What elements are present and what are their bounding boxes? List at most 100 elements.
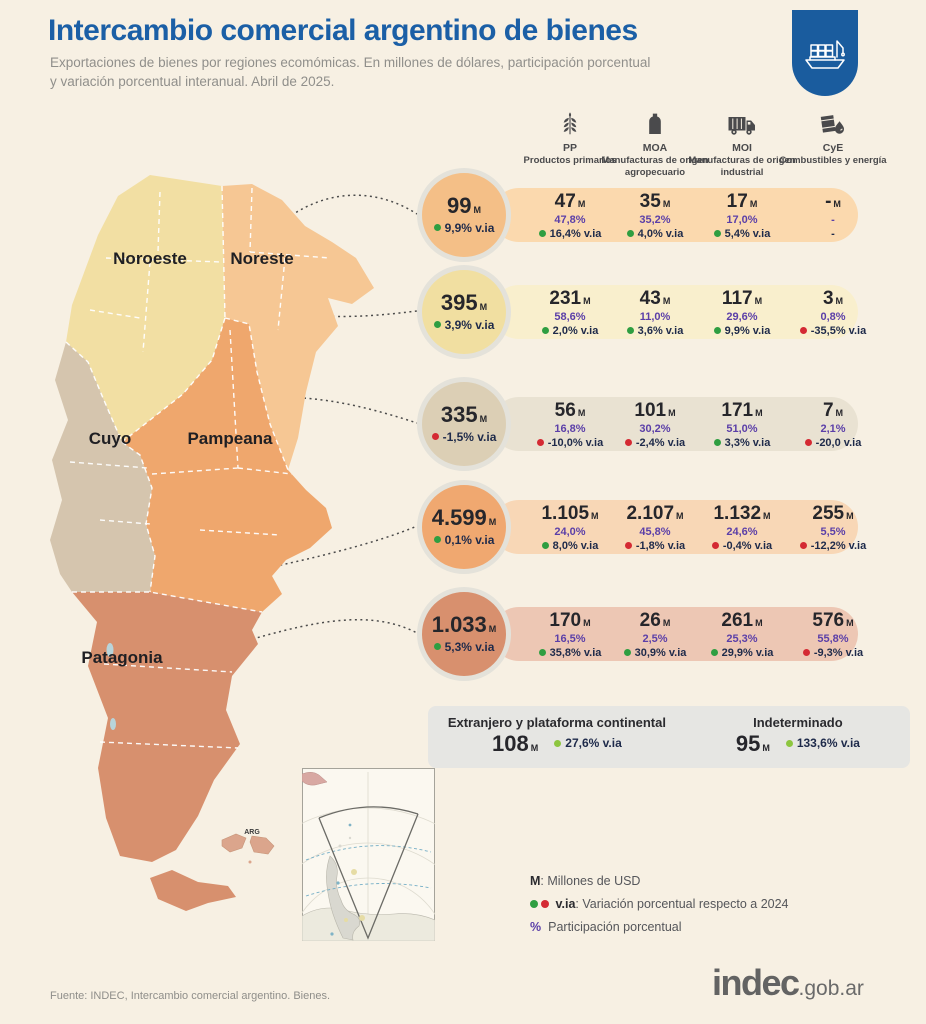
- trend-up-dot: [433, 643, 441, 651]
- column-header-cye: CyE Combustibles y energía: [778, 106, 888, 167]
- row-band: 47 M 47,8% 16,4% v.ia 35 M 35,2% 4,0% v.ia…: [492, 188, 858, 242]
- map-lake: [110, 718, 116, 730]
- cell-share: 35,2%: [639, 214, 671, 226]
- cell-moa: 35 M 35,2% 4,0% v.ia: [603, 192, 707, 240]
- antarctica-inset-map: [302, 768, 435, 941]
- region-row-noroeste: 231 M 58,6% 2,0% v.ia 43 M 11,0% 3,6% v.ia…: [0, 265, 926, 359]
- unit-m: M: [662, 618, 671, 628]
- extra-via: 133,6% v.ia: [785, 737, 860, 750]
- trend-up-dot: [541, 541, 549, 549]
- cell-value: 117: [721, 288, 753, 309]
- cell-via: 30,9% v.ia: [603, 647, 707, 659]
- map-region-cuyo-shape: [50, 342, 155, 592]
- unit-m: M: [835, 296, 844, 306]
- column-code: MOA: [642, 142, 668, 154]
- cell-cye: 576 M 55,8% -9,3% v.ia: [781, 611, 885, 659]
- cell-value: 1.105: [541, 503, 590, 524]
- trend-up-dot: [433, 224, 441, 232]
- cell-value: 170: [549, 610, 582, 631]
- indec-logo: indec .gob.ar: [712, 962, 864, 1004]
- cell-value: 3: [822, 288, 834, 309]
- cell-moi: 261 M 25,3% 29,9% v.ia: [690, 611, 794, 659]
- legend-millions: M: Millones de USD: [530, 874, 641, 888]
- cell-share: 58,6%: [554, 311, 586, 323]
- cell-pp: 56 M 16,8% -10,0% v.ia: [518, 401, 622, 449]
- fuel-barrel-icon: [778, 106, 888, 138]
- extra-extranjero: Extranjero y plataforma continental 108 M…: [428, 706, 686, 768]
- trend-up-dot: [538, 648, 546, 656]
- cell-value: 43: [639, 288, 661, 309]
- unit-m: M: [488, 516, 497, 527]
- trend-up-dot: [713, 229, 721, 237]
- map-islet: [248, 860, 252, 864]
- total-via: -1,5% v.ia: [431, 430, 496, 444]
- trend-up-dot: [433, 321, 441, 329]
- column-code: PP: [562, 142, 577, 154]
- extra-via: 27,6% v.ia: [554, 737, 622, 750]
- legend-variation: v.ia: Variación porcentual respecto a 20…: [530, 897, 789, 911]
- column-name: Manufacturas de origen industrial: [688, 155, 796, 178]
- cell-via: -35,5% v.ia: [781, 325, 885, 337]
- cell-value: 231: [549, 288, 582, 309]
- cell-share: 16,5%: [554, 633, 586, 645]
- indec-trade-badge: [792, 10, 858, 96]
- cell-share: 24,6%: [726, 526, 758, 538]
- cell-via: 8,0% v.ia: [518, 540, 622, 552]
- region-total-circle: 4.599 M 0,1% v.ia: [417, 480, 511, 574]
- trend-up-dot: [713, 438, 721, 446]
- cargo-ship-icon: [805, 40, 845, 69]
- cell-share: -: [831, 214, 835, 226]
- extra-value: 108: [492, 731, 529, 756]
- cell-moi: 171 M 51,0% 3,3% v.ia: [690, 401, 794, 449]
- trend-up-dot: [623, 648, 631, 656]
- unit-m: M: [755, 618, 763, 628]
- logo-name: indec: [712, 962, 800, 1003]
- cell-moa: 43 M 11,0% 3,6% v.ia: [603, 289, 707, 337]
- cell-share: 5,5%: [820, 526, 846, 538]
- cell-via: 16,4% v.ia: [518, 228, 622, 240]
- unit-m: M: [583, 618, 591, 628]
- cell-value: 56: [554, 400, 576, 421]
- unit-m: M: [846, 511, 854, 521]
- trend-up-dot: [541, 326, 549, 334]
- cell-via: 5,4% v.ia: [690, 228, 794, 240]
- unit-m: M: [488, 623, 497, 634]
- cell-value: 2.107: [626, 503, 675, 524]
- cell-value: 1.132: [713, 503, 762, 524]
- legend: M: Millones de USD v.ia: Variación porce…: [530, 874, 789, 943]
- extra-label: Extranjero y plataforma continental: [447, 715, 666, 730]
- cell-moa: 2.107 M 45,8% -1,8% v.ia: [603, 504, 707, 552]
- region-row-pampeana: 1.105 M 24,0% 8,0% v.ia 2.107 M 45,8% -1,8…: [0, 480, 926, 574]
- red-dot-icon: [541, 899, 549, 908]
- column-code: CyE: [822, 142, 844, 154]
- trend-up-light-dot: [785, 739, 793, 747]
- cell-via: -20,0 v.ia: [781, 437, 885, 449]
- unit-m: M: [846, 618, 854, 628]
- legend-m-label: M: [530, 874, 541, 888]
- cell-via: 35,8% v.ia: [518, 647, 622, 659]
- column-name: Manufacturas de origen agropecuario: [601, 155, 709, 178]
- unit-m: M: [473, 204, 481, 215]
- unit-m: M: [577, 408, 586, 418]
- unit-m: M: [763, 511, 771, 521]
- cell-share: 2,1%: [820, 423, 846, 435]
- trend-down-dot: [804, 438, 812, 446]
- row-band: 1.105 M 24,0% 8,0% v.ia 2.107 M 45,8% -1,8…: [492, 500, 866, 554]
- column-header-moa: MOA Manufacturas de origen agropecuario: [600, 106, 710, 178]
- cell-share: 51,0%: [726, 423, 758, 435]
- cell-share: 2,5%: [642, 633, 668, 645]
- subtitle-line-1: Exportaciones de bienes por regiones eco…: [50, 55, 651, 70]
- row-band: 56 M 16,8% -10,0% v.ia 101 M 30,2% -2,4% v…: [492, 397, 861, 451]
- column-code: MOI: [732, 142, 752, 154]
- region-row-cuyo: 56 M 16,8% -10,0% v.ia 101 M 30,2% -2,4% v…: [0, 377, 926, 471]
- extra-value: 95: [735, 731, 761, 756]
- page-subtitle: Exportaciones de bienes por regiones eco…: [50, 54, 650, 92]
- trend-up-dot: [538, 229, 546, 237]
- cell-cye: -M - -: [781, 192, 885, 240]
- source-note: Fuente: INDEC, Intercambio comercial arg…: [50, 990, 331, 1002]
- column-name: Productos primarios: [523, 155, 617, 166]
- cell-pp: 170 M 16,5% 35,8% v.ia: [518, 611, 622, 659]
